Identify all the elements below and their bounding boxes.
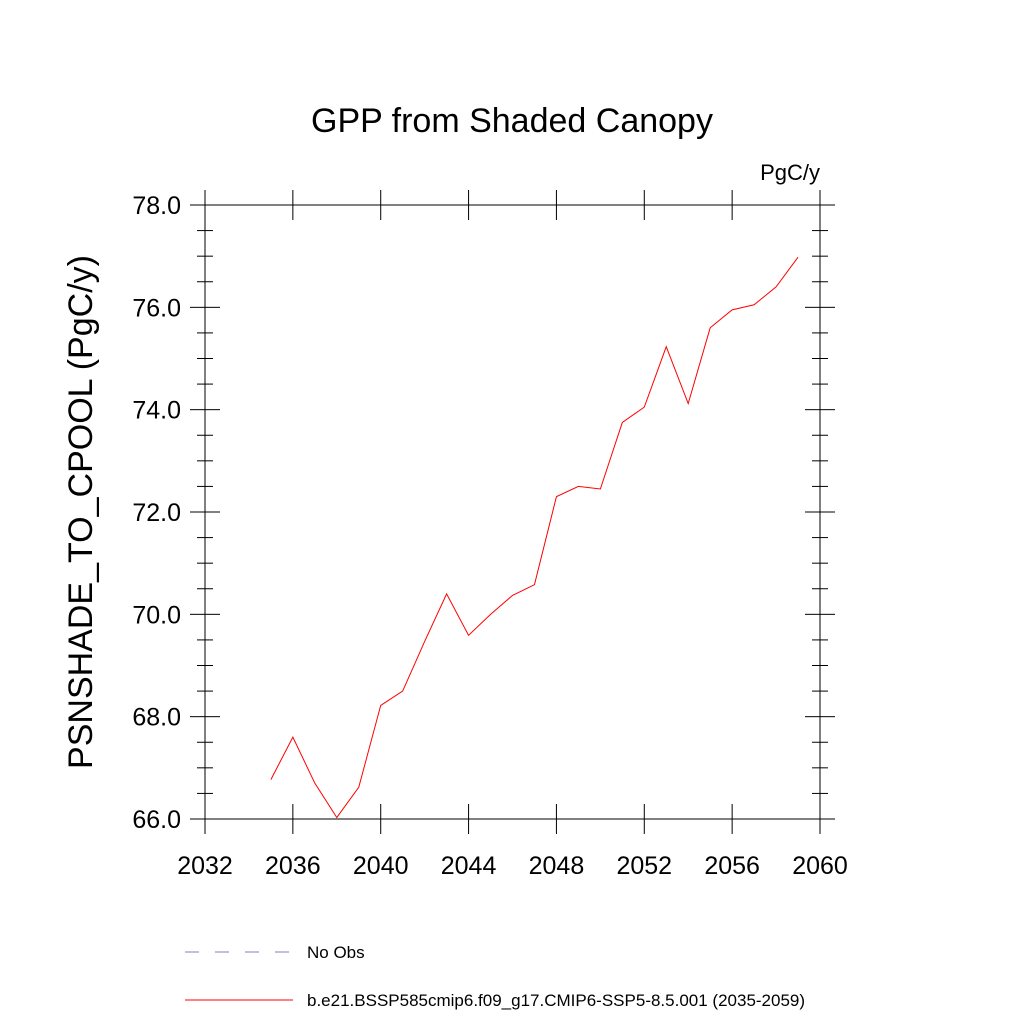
plot-frame [204,204,821,820]
x-tick-label: 2048 [529,852,585,880]
legend: No Obs b.e21.BSSP585cmip6.f09_g17.CMIP6-S… [185,943,805,1010]
axis-tick-labels: 2032 2036 2040 2044 2048 2052 2056 2060 66.0 68.0… [132,192,847,880]
x-tick-label: 2040 [353,852,409,880]
legend-label: b.e21.BSSP585cmip6.f09_g17.CMIP6-SSP5-8.… [307,991,805,1010]
y-tick-label: 74.0 [132,397,181,425]
x-tick-label: 2036 [265,852,321,880]
series-group [270,256,799,819]
x-tick-label: 2060 [792,852,848,880]
legend-label: No Obs [307,943,365,962]
x-tick-label: 2052 [616,852,672,880]
y-tick-label: 72.0 [132,499,181,527]
y-tick-label: 78.0 [132,192,181,220]
axis-ticks [190,190,835,834]
x-tick-label: 2044 [441,852,497,880]
y-tick-label: 68.0 [132,704,181,732]
y-tick-label: 76.0 [132,294,181,322]
series-line [270,256,799,819]
x-tick-label: 2056 [704,852,760,880]
units-label: PgC/y [760,160,820,185]
y-tick-label: 70.0 [132,601,181,629]
x-tick-label: 2032 [177,852,233,880]
chart-title: GPP from Shaded Canopy [311,102,713,140]
y-axis-label: PSNSHADE_TO_CPOOL (PgC/y) [62,255,100,769]
y-tick-label: 66.0 [132,806,181,834]
